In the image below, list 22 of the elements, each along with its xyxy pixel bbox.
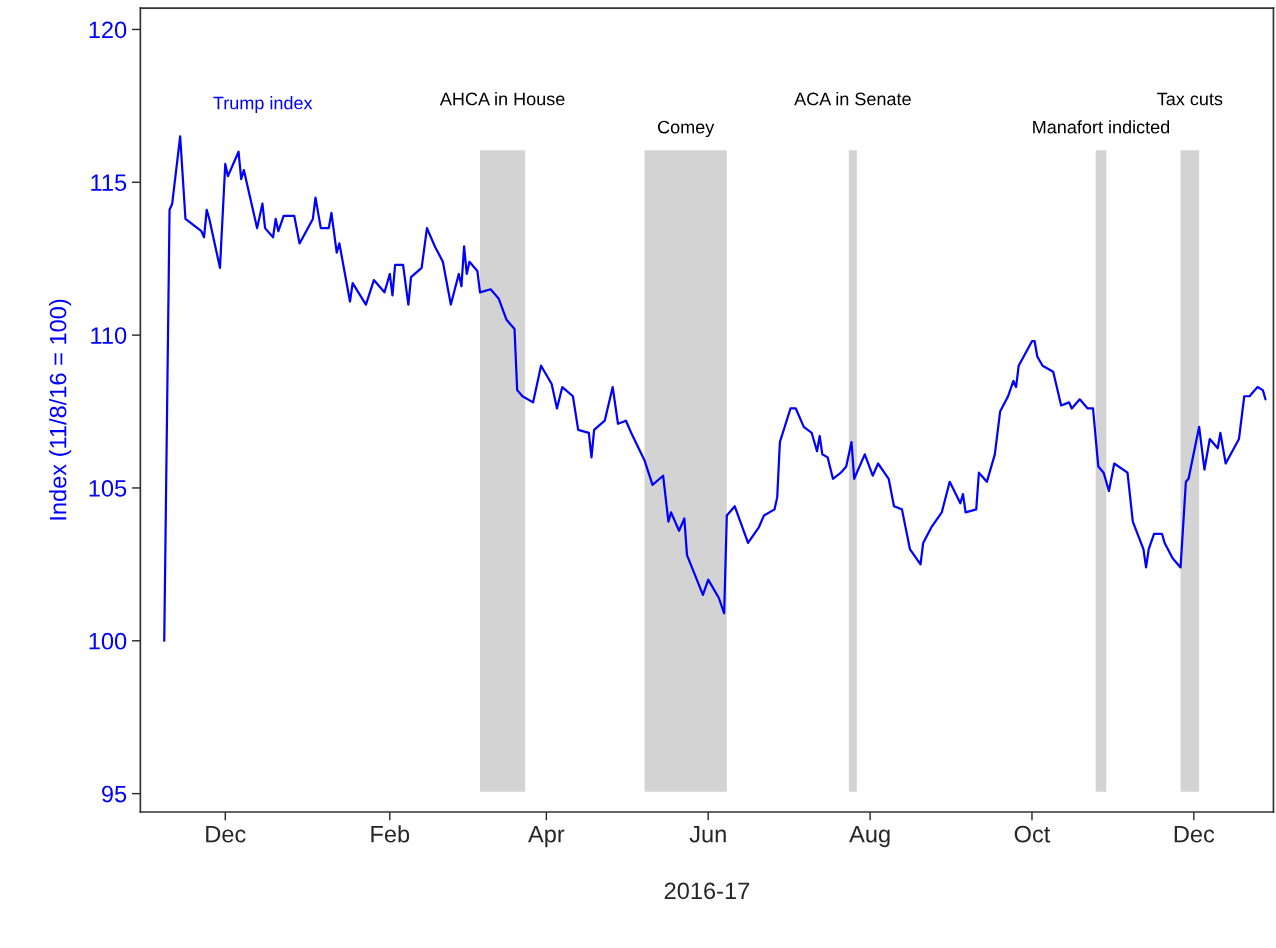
band-label: ACA in Senate <box>794 92 911 106</box>
text: Trump index <box>213 96 313 113</box>
y-tick-label: 105 <box>89 480 127 497</box>
x-tick-label: Jun <box>689 826 726 843</box>
x-tick-label: Apr <box>528 826 565 848</box>
band-label: Manafort indicted <box>1033 120 1170 134</box>
y-tick-label: 120 <box>89 21 127 39</box>
y-tick-label: 110 <box>91 327 127 344</box>
y-tick-label: 100 <box>89 632 127 650</box>
x-tick-label: Aug <box>849 826 890 848</box>
x-tick-label: Oct <box>1014 825 1051 843</box>
y-tick-label: 95 <box>102 785 127 803</box>
x-axis-title: 2016-17 <box>664 882 750 900</box>
x-tick-label: Feb <box>371 825 410 843</box>
x-tick-label: Dec <box>1174 826 1215 843</box>
y-tick-label: 115 <box>91 174 127 192</box>
line-series <box>163 135 1267 642</box>
band-label: Tax cuts <box>1157 92 1223 106</box>
x-tick-label: Dec <box>206 826 246 843</box>
band-label: AHCA in House <box>439 92 565 106</box>
y-axis-title: Index (11/8/16 = 100) <box>49 299 72 520</box>
band-label: Comey <box>658 120 715 138</box>
